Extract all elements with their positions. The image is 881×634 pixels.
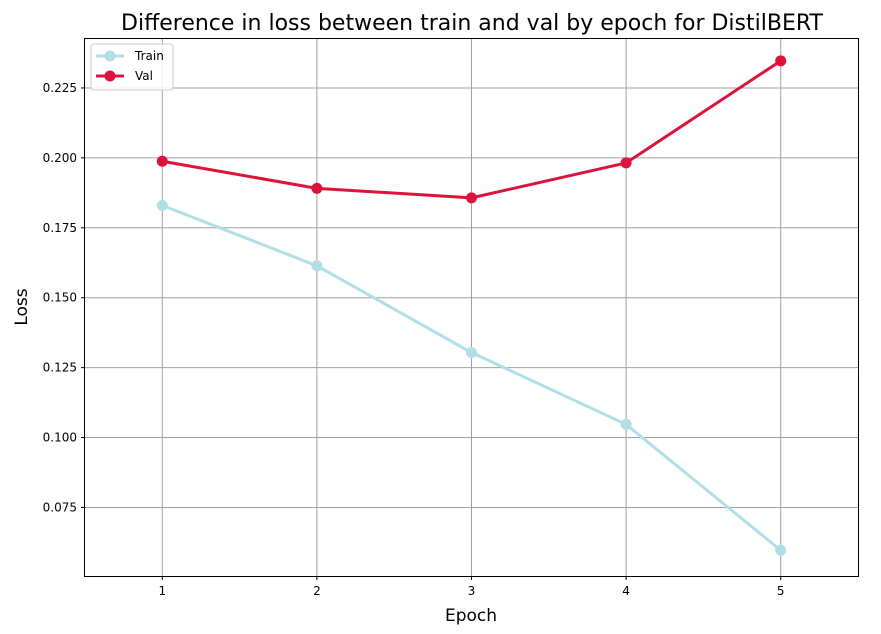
legend-label-train: Train bbox=[134, 49, 164, 63]
y-tick-label: 0.100 bbox=[43, 431, 77, 445]
y-tick-label: 0.075 bbox=[43, 500, 77, 514]
data-point-train bbox=[620, 418, 632, 430]
y-axis-title: Loss bbox=[12, 288, 32, 325]
data-point-train bbox=[156, 199, 168, 211]
x-tick-label: 4 bbox=[622, 584, 630, 598]
y-tick-label: 0.225 bbox=[43, 81, 77, 95]
data-point-train bbox=[775, 544, 787, 556]
x-tick-label: 2 bbox=[313, 584, 321, 598]
legend-items: Train Val bbox=[96, 49, 164, 83]
data-point-val bbox=[311, 182, 323, 194]
legend-marker-train bbox=[104, 50, 116, 62]
y-tick-label: 0.150 bbox=[43, 291, 77, 305]
legend-marker-val bbox=[104, 70, 116, 82]
data-point-train bbox=[311, 260, 323, 272]
x-tick-label: 1 bbox=[158, 584, 166, 598]
legend: Train Val bbox=[90, 43, 174, 91]
data-point-train bbox=[466, 347, 477, 359]
y-tick-label: 0.200 bbox=[43, 151, 77, 165]
y-tick-label: 0.125 bbox=[43, 361, 77, 375]
data-point-val bbox=[156, 155, 168, 167]
grid-lines bbox=[85, 39, 858, 576]
chart-title: Difference in loss between train and val… bbox=[121, 11, 824, 36]
x-tick-label: 3 bbox=[468, 584, 476, 598]
x-axis-title: Epoch bbox=[445, 606, 497, 626]
data-point-val bbox=[620, 157, 632, 169]
series-layer bbox=[156, 55, 787, 556]
y-tick-label: 0.175 bbox=[43, 221, 77, 235]
x-axis-ticks: 1 2 3 4 5 bbox=[158, 576, 785, 598]
legend-label-val: Val bbox=[135, 69, 153, 83]
y-axis-ticks: 0.075 0.100 0.125 0.150 0.175 0.200 0.225 bbox=[43, 81, 85, 514]
data-point-val bbox=[466, 192, 477, 204]
data-point-val bbox=[775, 55, 787, 67]
x-tick-label: 5 bbox=[777, 584, 785, 598]
